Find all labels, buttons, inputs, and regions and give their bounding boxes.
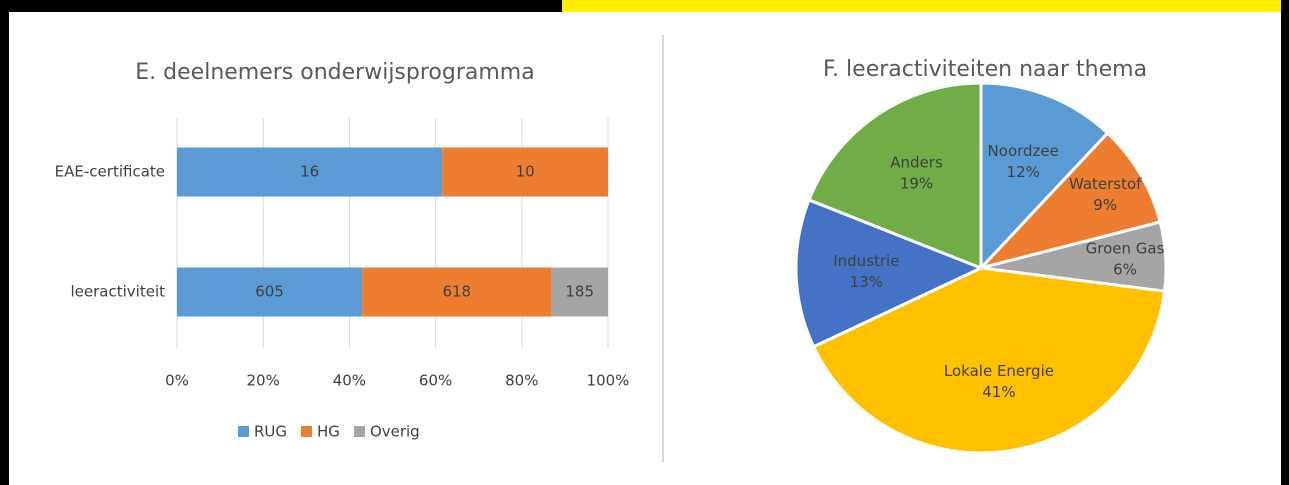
x-tick-label: 80% (505, 372, 538, 390)
slice-value: 6% (1113, 260, 1137, 278)
pie-slice (811, 266, 1167, 455)
bar-segment (177, 267, 363, 317)
slice-label: Lokale Energie (944, 362, 1054, 380)
x-tick-label: 60% (419, 372, 452, 390)
legend-swatch (238, 426, 249, 437)
slice-label: Anders (890, 154, 943, 172)
frame-right (1281, 0, 1289, 485)
chart-title: E. deelnemers onderwijsprogramma (135, 60, 534, 85)
legend-swatch (353, 426, 365, 437)
bar-segment (177, 147, 443, 197)
frame-left (0, 0, 9, 485)
slice-label: Groen Gas (1086, 239, 1165, 257)
x-tick-label: 20% (247, 372, 280, 390)
data-label: 605 (255, 283, 284, 301)
slice-value: 13% (850, 273, 883, 291)
slice-label: Noordzee (988, 142, 1059, 160)
data-label: 185 (565, 283, 594, 301)
pie-slice (976, 131, 1163, 271)
data-label: 618 (442, 283, 471, 301)
pie-slice (979, 81, 1110, 272)
data-label: 10 (516, 163, 535, 181)
y-tick-label: leeractiviteit (71, 283, 166, 301)
x-tick-label: 40% (333, 372, 366, 390)
x-tick-label: 0% (165, 372, 189, 390)
bar-segment (362, 267, 552, 317)
y-tick-label: EAE-certificate (55, 163, 165, 181)
pie-slice (794, 197, 985, 349)
chart-title: F. leeractiviteiten naar thema (823, 57, 1147, 82)
legend-label: HG (317, 423, 340, 441)
slice-value: 12% (1007, 163, 1040, 181)
bar-segment (442, 147, 608, 197)
legend-swatch (301, 426, 313, 437)
frame-top (0, 0, 562, 12)
x-tick-label: 100% (587, 372, 630, 390)
slice-label: Waterstof (1069, 175, 1142, 193)
pie-slice (807, 81, 983, 271)
data-label: 16 (300, 163, 319, 181)
slice-label: Industrie (833, 252, 899, 270)
slice-value: 41% (982, 383, 1015, 401)
legend-label: Overig (370, 423, 420, 441)
legend-label: RUG (254, 423, 287, 441)
highlight-bar (562, 0, 1282, 12)
slice-value: 19% (900, 175, 933, 193)
slice-value: 9% (1093, 196, 1117, 214)
bar-segment (551, 267, 608, 317)
